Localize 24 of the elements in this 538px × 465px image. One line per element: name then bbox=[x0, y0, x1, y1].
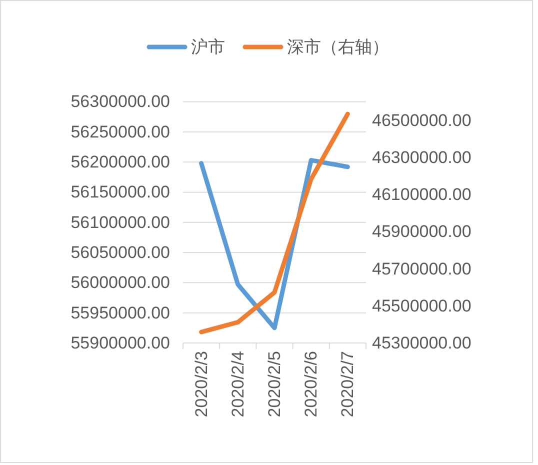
y-tick-label: 56200000.00 bbox=[70, 152, 170, 172]
y-tick-label: 55950000.00 bbox=[70, 303, 170, 322]
y-tick-label: 56100000.00 bbox=[70, 212, 170, 232]
x-tick-label: 2020/2/3 bbox=[192, 351, 211, 418]
x-tick-label: 2020/2/5 bbox=[265, 351, 284, 418]
y2-tick-label: 45900000.00 bbox=[372, 222, 472, 242]
x-tick-label: 2020/2/6 bbox=[302, 351, 321, 418]
y2-tick-label: 46100000.00 bbox=[372, 185, 472, 204]
y2-tick-label: 45500000.00 bbox=[372, 296, 472, 316]
line-series bbox=[199, 112, 350, 334]
y2-tick-label: 45300000.00 bbox=[372, 334, 472, 352]
y2-tick-label: 45700000.00 bbox=[372, 259, 472, 278]
y-tick-label: 55900000.00 bbox=[70, 334, 170, 352]
y-tick-label: 56150000.00 bbox=[70, 182, 170, 202]
y-tick-label: 56050000.00 bbox=[70, 243, 170, 262]
x-tick-label: 2020/2/4 bbox=[228, 351, 248, 418]
y-tick-label: 56300000.00 bbox=[70, 92, 170, 112]
y2-tick-label: 46300000.00 bbox=[372, 148, 472, 167]
y-tick-label: 56000000.00 bbox=[70, 273, 170, 292]
x-tick-label: 2020/2/7 bbox=[338, 351, 358, 418]
legend-label: 沪市 bbox=[191, 38, 225, 56]
legend-label: 深市（右轴） bbox=[287, 38, 389, 56]
y-tick-label: 56250000.00 bbox=[70, 122, 170, 142]
y2-tick-label: 46500000.00 bbox=[372, 110, 472, 130]
